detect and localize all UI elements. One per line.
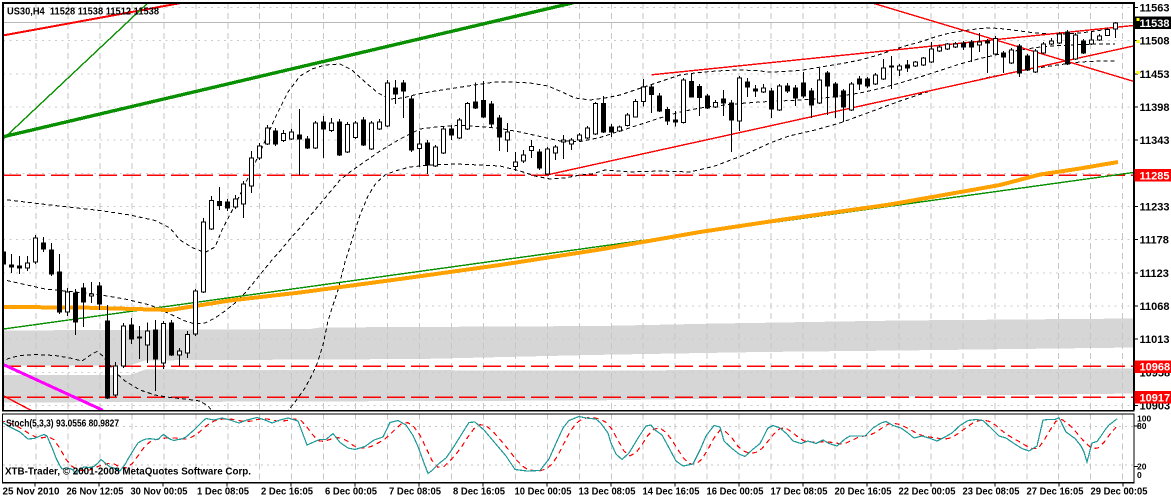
svg-text:7 Dec 08:05: 7 Dec 08:05	[389, 486, 441, 498]
svg-text:8 Dec 16:05: 8 Dec 16:05	[453, 486, 505, 498]
svg-text:11233: 11233	[1140, 202, 1170, 214]
svg-text:11563: 11563	[1140, 3, 1170, 15]
svg-text:1 Dec 08:05: 1 Dec 08:05	[197, 486, 249, 498]
svg-text:26 Nov 12:05: 26 Nov 12:05	[67, 486, 124, 498]
svg-text:27 Dec 16:05: 27 Dec 16:05	[1027, 486, 1084, 498]
svg-text:80: 80	[1137, 421, 1147, 431]
svg-text:20: 20	[1137, 461, 1147, 471]
svg-text:11398: 11398	[1140, 102, 1170, 114]
svg-text:11538: 11538	[1140, 18, 1170, 30]
svg-text:0: 0	[1137, 470, 1142, 480]
svg-text:29 Dec 00:05: 29 Dec 00:05	[1091, 486, 1148, 498]
svg-text:11508: 11508	[1140, 36, 1170, 48]
svg-text:100: 100	[1137, 414, 1151, 424]
svg-text:11178: 11178	[1140, 235, 1169, 247]
svg-text:23 Dec 08:05: 23 Dec 08:05	[963, 486, 1020, 498]
svg-text:11013: 11013	[1140, 334, 1170, 346]
svg-text:Stoch(5,3,3) 93.0556 80.9827: Stoch(5,3,3) 93.0556 80.9827	[6, 418, 119, 430]
svg-text:16 Dec 00:05: 16 Dec 00:05	[707, 486, 764, 498]
svg-text:11453: 11453	[1140, 69, 1170, 81]
svg-text:25 Nov 2010: 25 Nov 2010	[3, 486, 60, 498]
svg-text:17 Dec 08:05: 17 Dec 08:05	[771, 486, 828, 498]
svg-text:30 Nov 00:05: 30 Nov 00:05	[131, 486, 188, 498]
svg-text:10 Dec 00:05: 10 Dec 00:05	[515, 486, 572, 498]
svg-text:11285: 11285	[1140, 170, 1170, 182]
svg-text:11068: 11068	[1140, 301, 1170, 313]
svg-text:11123: 11123	[1140, 268, 1169, 280]
svg-text:XTB-Trader, © 2001-2008 MetaQu: XTB-Trader, © 2001-2008 MetaQuotes Softw…	[5, 466, 251, 478]
svg-text:14 Dec 16:05: 14 Dec 16:05	[643, 486, 700, 498]
svg-text:6 Dec 00:05: 6 Dec 00:05	[325, 486, 377, 498]
svg-text:2 Dec 16:05: 2 Dec 16:05	[261, 486, 313, 498]
svg-text:10917: 10917	[1140, 392, 1171, 404]
svg-text:22 Dec 00:05: 22 Dec 00:05	[899, 486, 956, 498]
svg-text:10968: 10968	[1140, 362, 1171, 374]
svg-text:20 Dec 16:05: 20 Dec 16:05	[835, 486, 892, 498]
svg-text:13 Dec 08:05: 13 Dec 08:05	[579, 486, 636, 498]
svg-text:US30,H4 11528 11538 11512 115: US30,H4 11528 11538 11512 11538	[7, 6, 159, 18]
svg-text:11343: 11343	[1140, 135, 1170, 147]
